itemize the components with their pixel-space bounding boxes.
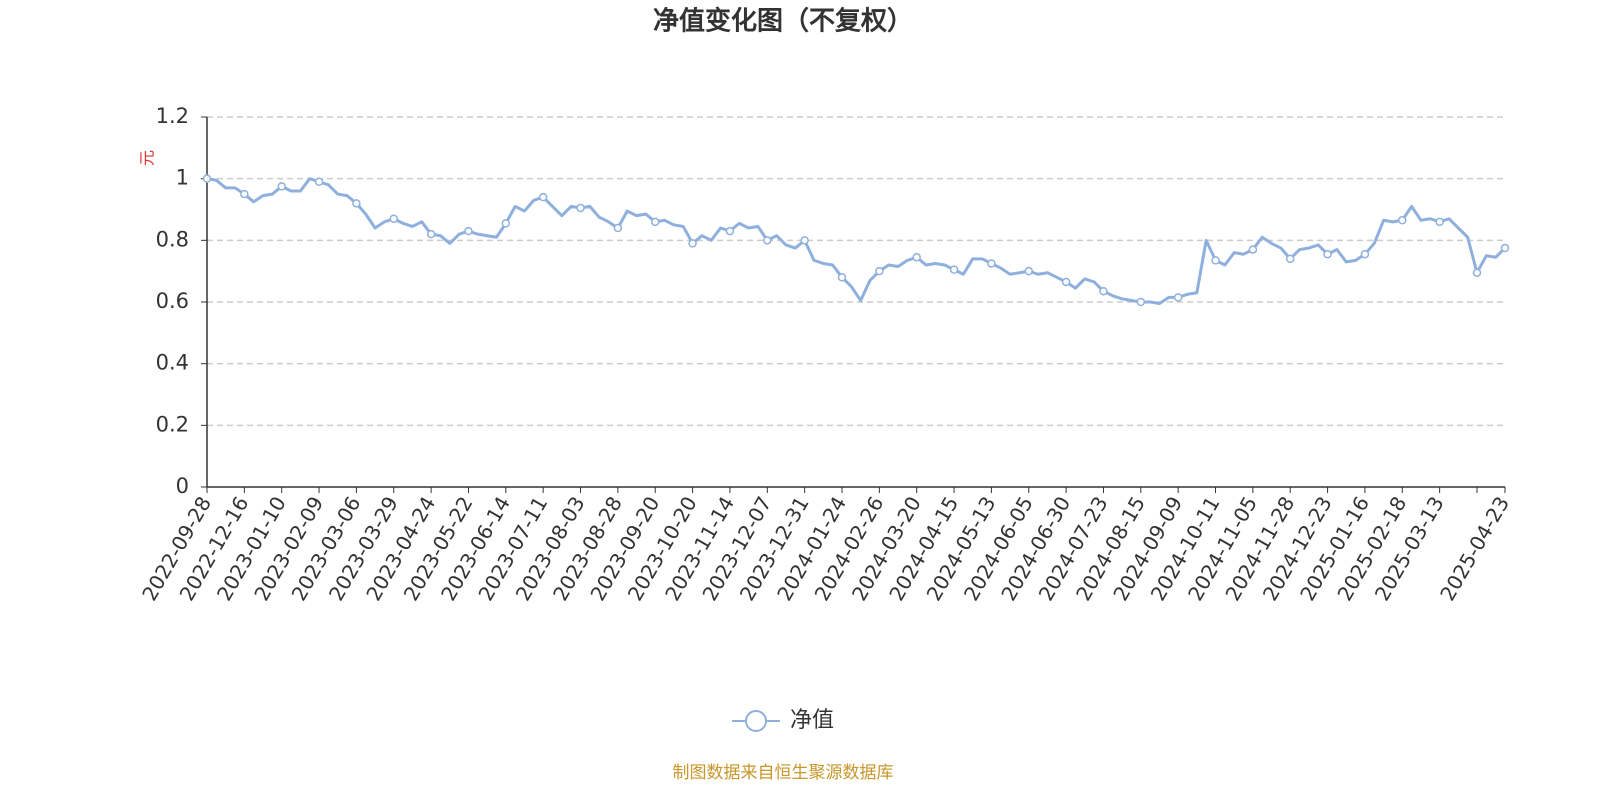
series-line xyxy=(206,177,1507,306)
point-marker xyxy=(277,182,286,191)
point-marker xyxy=(613,223,623,233)
source-note: 制图数据来自恒生聚源数据库 xyxy=(673,763,894,783)
point-marker xyxy=(800,236,809,245)
y-tick-label: 0.4 xyxy=(156,351,189,375)
point-marker xyxy=(576,203,585,213)
legend-marker xyxy=(745,710,767,732)
point-marker xyxy=(912,253,921,262)
point-marker xyxy=(1136,297,1146,307)
y-axis-label: 元 xyxy=(138,150,157,166)
point-marker xyxy=(202,174,212,183)
point-marker xyxy=(1024,266,1034,276)
point-marker xyxy=(1285,254,1295,264)
point-marker xyxy=(987,259,996,268)
point-marker xyxy=(1061,277,1071,287)
point-marker xyxy=(240,189,249,199)
chart-title: 净值变化图（不复权） xyxy=(653,6,913,37)
y-tick-label: 0.6 xyxy=(156,289,189,313)
point-marker xyxy=(1435,217,1444,227)
point-marker xyxy=(1500,243,1510,253)
point-marker xyxy=(1248,245,1258,254)
point-marker xyxy=(1323,249,1332,259)
point-marker xyxy=(650,217,660,227)
point-marker xyxy=(389,214,399,223)
point-marker xyxy=(426,229,436,239)
point-marker xyxy=(725,226,735,236)
point-marker xyxy=(949,265,959,274)
point-marker xyxy=(501,219,511,228)
y-tick-label: 0.8 xyxy=(156,227,189,251)
point-marker xyxy=(837,273,847,282)
point-marker xyxy=(1398,216,1407,225)
x-tick-label: 2025-04-23 xyxy=(1435,492,1514,605)
legend-label: 净值 xyxy=(790,708,834,733)
point-marker xyxy=(763,236,772,245)
point-marker xyxy=(314,177,324,186)
point-marker xyxy=(538,192,548,202)
point-marker xyxy=(875,266,884,276)
point-marker xyxy=(1360,249,1370,259)
point-marker xyxy=(688,239,697,248)
point-marker xyxy=(1472,268,1482,277)
point-marker xyxy=(464,226,473,236)
y-tick-label: 0.2 xyxy=(156,412,189,436)
y-tick-label: 0 xyxy=(176,474,189,498)
y-tick-label: 1.2 xyxy=(156,104,189,128)
point-marker xyxy=(1173,293,1183,302)
point-marker xyxy=(1099,286,1108,296)
y-tick-label: 1 xyxy=(176,166,189,190)
point-marker xyxy=(352,199,361,208)
point-marker xyxy=(1211,256,1220,265)
